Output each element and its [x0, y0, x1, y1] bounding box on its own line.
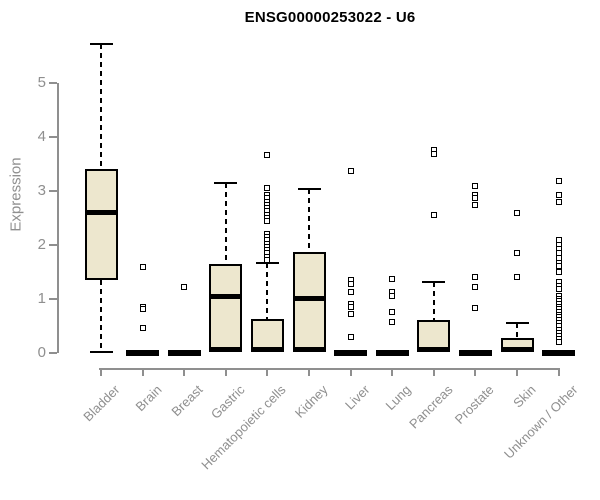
upper-whisker-cap	[297, 188, 321, 191]
y-axis-tick	[49, 351, 57, 354]
outlier-point	[514, 250, 520, 257]
outlier-point	[555, 198, 562, 205]
upper-whisker	[266, 263, 269, 320]
upper-whisker-cap	[505, 322, 529, 325]
upper-whisker	[432, 281, 435, 321]
x-axis-tick	[516, 370, 518, 376]
outlier-point	[555, 285, 562, 292]
box	[500, 338, 534, 353]
outlier-point	[389, 276, 396, 283]
outlier-point	[555, 268, 562, 275]
y-axis-tick	[49, 82, 57, 84]
x-axis-tick	[474, 370, 477, 376]
lower-whisker	[100, 279, 102, 353]
outlier-point	[389, 318, 396, 325]
y-tick-label: 2	[37, 235, 46, 253]
outlier-point	[264, 151, 271, 158]
x-axis-tick	[432, 370, 435, 376]
outlier-point	[181, 283, 188, 290]
outlier-point	[472, 183, 479, 190]
box	[209, 263, 243, 353]
outlier-point	[264, 256, 271, 263]
outlier-point	[472, 195, 479, 202]
x-axis-tick	[349, 370, 352, 376]
box	[84, 169, 118, 280]
upper-whisker	[224, 182, 227, 264]
y-axis-tick	[49, 243, 57, 246]
upper-whisker-cap	[255, 262, 279, 265]
y-axis-tick	[49, 135, 57, 138]
outlier-point	[472, 273, 479, 280]
y-tick-label: 0	[37, 343, 46, 361]
collapsed-box	[126, 349, 160, 356]
outlier-point	[347, 333, 354, 340]
outlier-point	[472, 305, 479, 312]
upper-whisker-cap	[89, 43, 113, 46]
median-line	[292, 296, 326, 302]
x-axis-tick	[183, 370, 186, 376]
outlier-point	[347, 311, 354, 318]
upper-whisker-cap	[422, 280, 446, 283]
x-axis-tick	[141, 370, 144, 376]
outlier-point	[430, 211, 437, 218]
outlier-point	[347, 303, 354, 310]
collapsed-box	[375, 349, 409, 356]
collapsed-box	[458, 349, 492, 356]
upper-whisker	[308, 189, 310, 252]
collapsed-box	[167, 349, 201, 356]
y-tick-label: 5	[37, 74, 46, 91]
outlier-point	[389, 293, 396, 300]
outlier-point	[139, 325, 146, 332]
upper-whisker	[516, 323, 518, 339]
x-axis-line	[99, 368, 560, 370]
outlier-point	[264, 185, 271, 192]
upper-whisker	[100, 44, 102, 170]
outlier-point	[472, 201, 479, 208]
collapsed-box	[334, 349, 368, 356]
y-axis-tick	[49, 297, 57, 300]
y-tick-label: 3	[37, 181, 46, 199]
outlier-point	[389, 309, 396, 316]
median-line	[209, 294, 243, 300]
x-axis-tick	[266, 370, 269, 376]
upper-whisker-cap	[214, 181, 238, 184]
box	[250, 319, 284, 353]
collapsed-box	[542, 349, 576, 356]
outlier-point	[347, 289, 354, 296]
lower-whisker-cap	[89, 350, 113, 353]
box	[417, 320, 451, 353]
outlier-point	[555, 338, 562, 345]
outlier-point	[555, 178, 562, 185]
x-axis-tick	[224, 370, 227, 376]
box	[292, 251, 326, 353]
y-tick-label: 4	[37, 127, 46, 145]
x-axis-tick	[100, 370, 102, 376]
outlier-point	[347, 168, 354, 175]
y-axis-tick	[49, 189, 57, 192]
outlier-point	[555, 192, 562, 199]
outlier-point	[139, 305, 146, 312]
x-axis-tick	[391, 370, 394, 376]
y-axis-line	[57, 83, 59, 353]
outlier-point	[430, 151, 437, 158]
outlier-point	[514, 210, 520, 217]
outlier-point	[264, 217, 271, 224]
outlier-point	[514, 274, 520, 281]
chart-title: ENSG00000253022 - U6	[244, 9, 416, 26]
median-line	[84, 209, 118, 215]
x-axis-tick	[557, 370, 560, 376]
outlier-point	[139, 264, 146, 271]
outlier-point	[472, 283, 479, 290]
y-tick-label: 1	[37, 289, 46, 307]
x-axis-tick	[308, 370, 310, 376]
outlier-point	[347, 281, 354, 288]
